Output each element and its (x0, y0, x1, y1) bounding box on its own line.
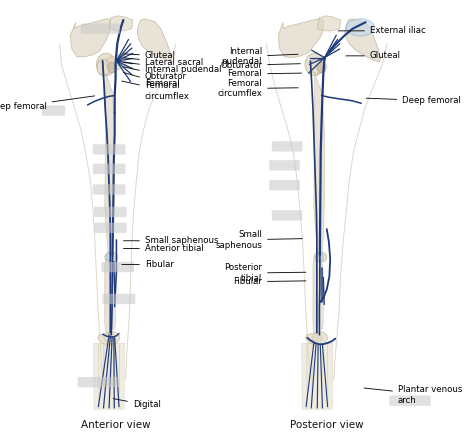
Ellipse shape (106, 253, 114, 261)
Polygon shape (313, 259, 318, 333)
Text: Fibular: Fibular (233, 277, 306, 286)
Ellipse shape (105, 252, 118, 262)
Text: Plantar venous
arch: Plantar venous arch (364, 385, 462, 405)
Ellipse shape (305, 53, 324, 76)
Polygon shape (317, 16, 340, 31)
Polygon shape (93, 344, 99, 409)
Text: Internal
pudendal: Internal pudendal (222, 47, 298, 67)
FancyBboxPatch shape (269, 180, 300, 191)
Text: Gluteal: Gluteal (124, 51, 176, 60)
FancyBboxPatch shape (101, 262, 134, 272)
Text: Gluteal: Gluteal (346, 51, 401, 60)
Ellipse shape (108, 62, 117, 73)
Polygon shape (114, 344, 119, 409)
Polygon shape (319, 264, 323, 329)
Text: Obturator: Obturator (123, 67, 187, 81)
Text: Deep femoral: Deep femoral (366, 96, 461, 105)
Text: Anterior tibial: Anterior tibial (124, 244, 204, 253)
Text: Anterior view: Anterior view (81, 419, 150, 430)
Text: Internal pudendal: Internal pudendal (124, 62, 221, 74)
FancyBboxPatch shape (94, 207, 127, 217)
Polygon shape (302, 344, 307, 409)
Ellipse shape (310, 59, 322, 74)
FancyBboxPatch shape (93, 164, 126, 174)
Ellipse shape (317, 62, 326, 73)
Polygon shape (322, 344, 328, 409)
Ellipse shape (314, 252, 327, 262)
Text: Fibular: Fibular (122, 260, 174, 269)
Ellipse shape (346, 19, 374, 36)
Ellipse shape (97, 59, 110, 76)
FancyBboxPatch shape (93, 144, 126, 154)
Text: Posterior view: Posterior view (290, 419, 364, 430)
FancyBboxPatch shape (78, 377, 119, 387)
Text: Obturator: Obturator (220, 61, 300, 70)
FancyBboxPatch shape (269, 160, 300, 171)
Polygon shape (137, 19, 172, 61)
Polygon shape (305, 332, 328, 345)
Text: Small saphenous: Small saphenous (124, 236, 219, 245)
FancyBboxPatch shape (272, 141, 302, 152)
Polygon shape (119, 344, 125, 409)
Polygon shape (314, 74, 325, 272)
Ellipse shape (96, 53, 116, 76)
Polygon shape (99, 344, 104, 409)
Polygon shape (279, 19, 323, 58)
Ellipse shape (104, 333, 115, 342)
FancyBboxPatch shape (389, 396, 431, 406)
FancyBboxPatch shape (81, 23, 120, 34)
Polygon shape (105, 259, 110, 333)
Text: Femoral
circumflex: Femoral circumflex (217, 79, 298, 98)
Polygon shape (111, 264, 116, 329)
Polygon shape (98, 332, 120, 345)
Text: Digital: Digital (113, 399, 161, 410)
FancyBboxPatch shape (272, 210, 302, 220)
FancyBboxPatch shape (36, 105, 65, 116)
Polygon shape (104, 344, 109, 409)
FancyBboxPatch shape (103, 294, 136, 304)
FancyBboxPatch shape (93, 184, 126, 194)
Text: Femoral: Femoral (123, 73, 180, 88)
Polygon shape (106, 55, 127, 70)
Text: Small
saphenous: Small saphenous (215, 230, 302, 250)
Polygon shape (328, 344, 333, 409)
Polygon shape (109, 16, 133, 31)
Text: Deep femoral: Deep femoral (0, 96, 95, 111)
Text: Lateral sacral: Lateral sacral (124, 58, 203, 67)
Ellipse shape (312, 333, 323, 342)
Polygon shape (109, 344, 114, 409)
Polygon shape (317, 344, 322, 409)
Polygon shape (105, 74, 115, 272)
Text: Posterior
tibial: Posterior tibial (224, 263, 306, 283)
FancyBboxPatch shape (94, 223, 127, 233)
Polygon shape (345, 19, 381, 62)
Ellipse shape (316, 253, 323, 261)
Text: Femoral: Femoral (228, 69, 301, 78)
Polygon shape (307, 344, 312, 409)
Polygon shape (70, 19, 110, 57)
Text: External iliac: External iliac (338, 26, 426, 35)
Text: Femoral
circumflex: Femoral circumflex (122, 81, 190, 101)
Polygon shape (312, 344, 317, 409)
